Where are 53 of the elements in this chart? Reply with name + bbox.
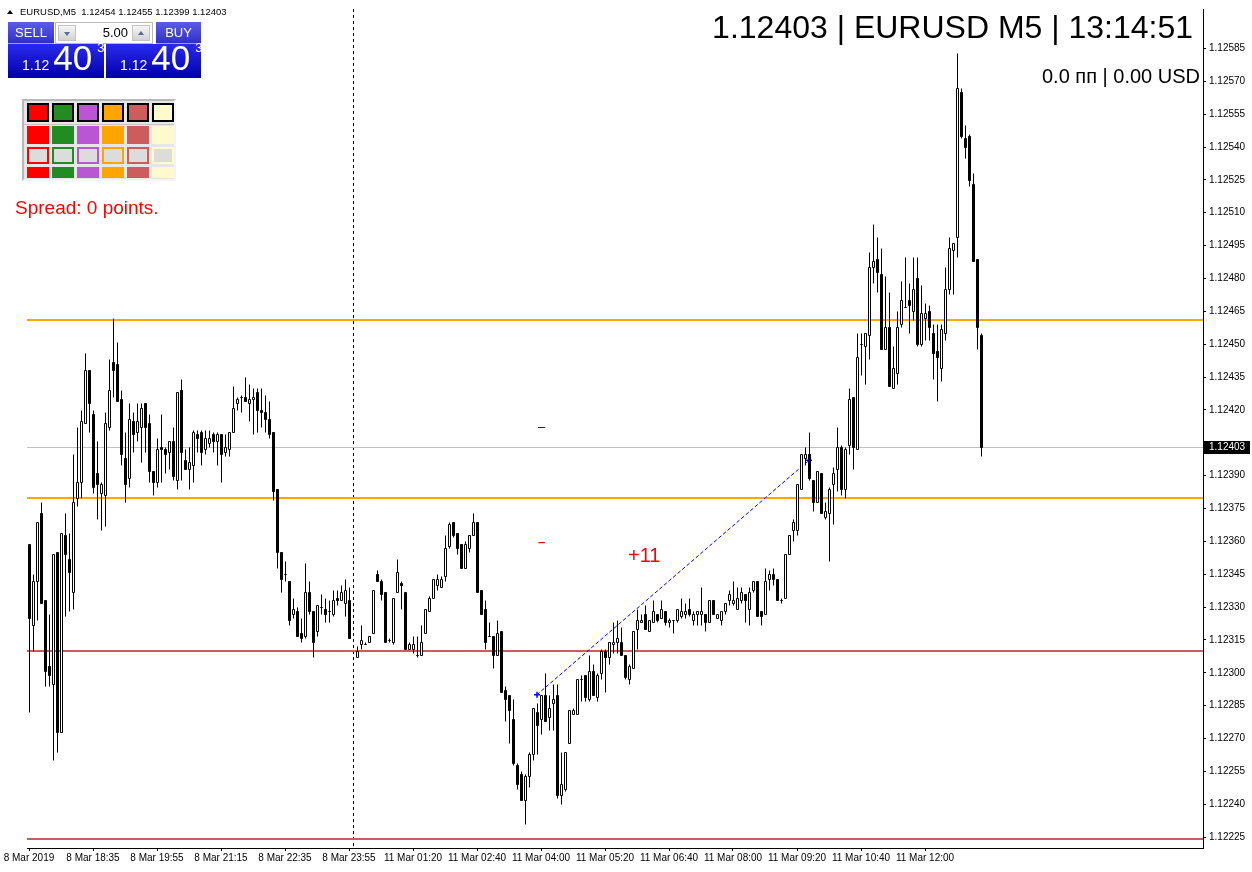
sell-button: SELL [8,22,54,44]
annotation: – [538,419,546,434]
y-tick-label: 1.12360 [1209,535,1246,547]
annotation: – [538,534,546,549]
y-tick-label: 1.12285 [1209,699,1246,711]
buy-button: BUY [156,22,201,44]
annotation: Spread: 0 points. [15,197,159,218]
x-tick-label: 8 Mar 22:35 [258,851,313,863]
y-tick-label: 1.12435 [1209,370,1246,382]
x-tick-label: 8 Mar 18:35 [66,851,121,863]
annotation: SELL [14,25,48,40]
y-tick-label: 1.12450 [1209,337,1246,349]
annotation: +11 [628,544,661,566]
x-tick-label: 11 Mar 08:00 [703,851,763,863]
y-tick-label: 1.12240 [1209,797,1246,809]
y-tick-label: 1.12330 [1209,600,1246,612]
lot-field: 5.00 [55,22,153,44]
x-tick-label: 8 Mar 2019 [3,851,55,863]
y-tick-label: 1.12525 [1209,173,1246,185]
x-tick-label: 8 Mar 21:15 [194,851,249,863]
x-tick-label: 11 Mar 06:40 [639,851,699,863]
y-tick-label: 1.12300 [1209,666,1246,678]
y-tick-label: 1.12390 [1209,469,1246,481]
x-tick-label: 11 Mar 05:20 [575,851,635,863]
annotation: 5.00 [102,25,128,40]
ref-line-label: 1.12403 [1209,441,1246,453]
y-tick-label: 1.12585 [1209,42,1246,54]
y-tick-label: 1.12315 [1209,633,1246,645]
x-tick-label: 8 Mar 19:55 [130,851,185,863]
y-tick-label: 1.12495 [1209,239,1246,251]
x-tick-label: 11 Mar 04:00 [511,851,571,863]
x-tick-label: 11 Mar 12:00 [895,851,955,863]
y-tick-label: 1.12555 [1209,107,1246,119]
y-tick-label: 1.12225 [1209,830,1246,842]
y-tick-label: 1.12540 [1209,140,1246,152]
annotation: 0.0 пп | 0.00 USD [1041,65,1200,87]
x-tick-label: 11 Mar 09:20 [767,851,827,863]
y-tick-label: 1.12420 [1209,403,1246,415]
y-tick-label: 1.12570 [1209,75,1246,87]
x-tick-label: 11 Mar 01:20 [383,851,443,863]
annotation: BUY [164,25,193,40]
y-tick-label: 1.12270 [1209,732,1246,744]
x-tick-label: 11 Mar 02:40 [447,851,507,863]
y-tick-label: 1.12510 [1209,206,1246,218]
y-tick-label: 1.12345 [1209,567,1246,579]
x-tick-label: 11 Mar 10:40 [831,851,891,863]
annotation: 1.12403 | EURUSD M5 | 13:14:51 [712,9,1193,45]
y-tick-label: 1.12255 [1209,765,1246,777]
y-tick-label: 1.12480 [1209,272,1246,284]
y-tick-label: 1.12375 [1209,502,1246,514]
x-tick-label: 8 Mar 23:55 [322,851,377,863]
y-tick-label: 1.12465 [1209,305,1246,317]
chart-title: EURUSD,M5 1.12454 1.12455 1.12399 1.12403 [20,6,227,17]
